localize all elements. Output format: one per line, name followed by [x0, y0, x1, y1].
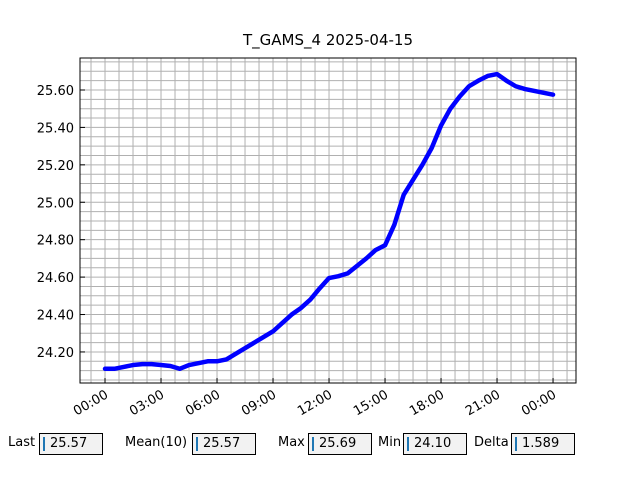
- y-tick-label: 25.20: [37, 159, 74, 174]
- x-tick-label: 15:00: [351, 387, 391, 419]
- y-tick-label: 24.20: [37, 346, 74, 361]
- stat-label: Max: [278, 435, 305, 450]
- stat-label: Delta: [474, 435, 509, 450]
- stat-label: Mean(10): [125, 435, 188, 450]
- x-tick-label: 18:00: [407, 387, 447, 419]
- stat-label: Last: [8, 435, 36, 450]
- x-tick-label: 06:00: [183, 387, 223, 419]
- x-tick-label: 09:00: [239, 387, 279, 419]
- y-tick-label: 25.40: [37, 121, 74, 136]
- stat-textbox[interactable]: 25.57: [192, 433, 256, 455]
- data-line: [102, 71, 556, 372]
- y-tick-label: 24.80: [37, 234, 74, 249]
- plot-frame: [79, 57, 577, 384]
- x-tick-label: 00:00: [519, 387, 559, 419]
- chart-title: T_GAMS_4 2025-04-15: [242, 31, 413, 50]
- stat-textbox[interactable]: 25.57: [39, 433, 103, 455]
- stat-label: Min: [378, 435, 402, 450]
- y-tick-label: 24.60: [37, 271, 74, 286]
- x-tick-label: 03:00: [127, 387, 167, 419]
- y-tick-label: 25.00: [37, 196, 74, 211]
- x-tick-label: 21:00: [463, 387, 503, 419]
- y-tick-label: 25.60: [37, 84, 74, 99]
- stat-textbox[interactable]: 25.69: [308, 433, 372, 455]
- stat-textbox[interactable]: 24.10: [403, 433, 467, 455]
- y-tick-label: 24.40: [37, 309, 74, 324]
- stat-textbox[interactable]: 1.589: [511, 433, 575, 455]
- x-tick-label: 00:00: [71, 387, 111, 419]
- x-tick-label: 12:00: [295, 387, 335, 419]
